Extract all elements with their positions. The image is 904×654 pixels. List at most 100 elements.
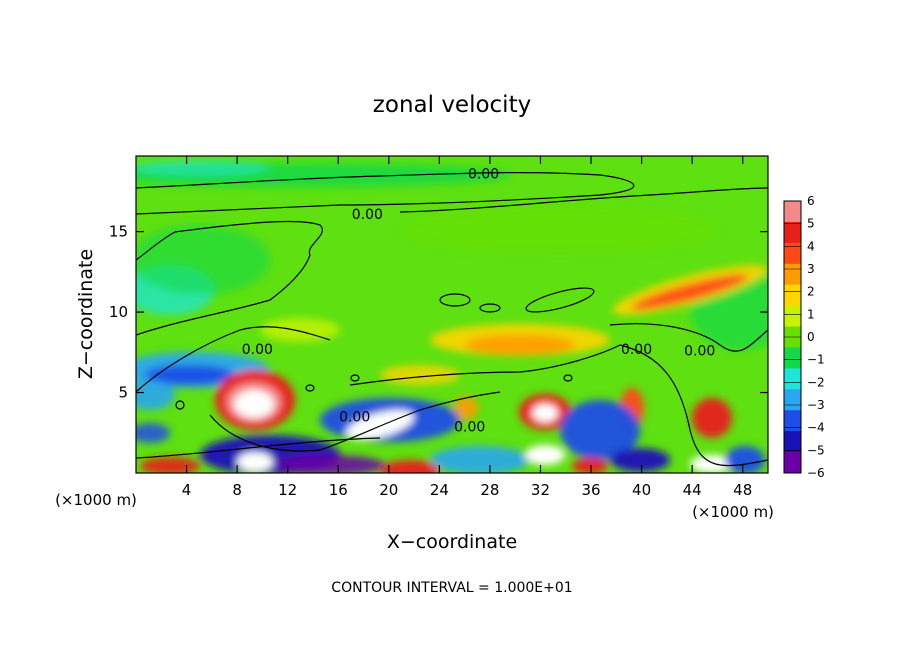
field-region <box>572 458 608 473</box>
contour-line <box>479 303 501 313</box>
contour-labels: 0.00 0.00 0.00 0.00 0.00 0.00 0.00 <box>242 167 716 436</box>
contour-label: 0.00 <box>454 419 485 435</box>
field-region <box>532 404 558 422</box>
x-axis-title: X−coordinate <box>387 531 517 553</box>
field-region <box>430 446 530 473</box>
field-region <box>346 410 414 440</box>
x-unit-right: (×1000 m) <box>692 503 774 521</box>
x-tick-label: 28 <box>480 481 499 499</box>
contour-line <box>209 391 501 452</box>
colorbar-swatch <box>784 201 801 223</box>
x-tick-label: 24 <box>430 481 449 499</box>
x-tick-label: 16 <box>329 481 348 499</box>
field-region <box>237 452 273 472</box>
x-tick-label: 8 <box>232 481 242 499</box>
field-region <box>400 205 720 255</box>
colorbar-label: 4 <box>807 239 815 253</box>
field-region <box>136 380 175 410</box>
y-axis-title: Z−coordinate <box>75 249 97 379</box>
colorbar-swatch <box>784 410 801 432</box>
field-region <box>560 400 640 460</box>
contour-line <box>136 171 635 215</box>
plot-frame <box>135 155 769 474</box>
contour-line <box>439 293 471 307</box>
field-region <box>234 390 274 418</box>
plot-area: 0.00 0.00 0.00 0.00 0.00 0.00 0.00 <box>136 156 768 473</box>
field-region <box>690 455 734 473</box>
field-region <box>610 448 670 472</box>
colorbar-swatch <box>784 347 801 369</box>
colorbar-swatch <box>784 389 801 411</box>
colorbar-swatch <box>784 452 801 474</box>
contour-line <box>305 384 315 392</box>
contour-line <box>350 374 360 382</box>
field-region <box>136 160 270 176</box>
contour-line <box>525 287 595 313</box>
colorbar: 6 5 4 3 2 1 0 −1 −2 −3 −4 −5 −6 <box>783 194 825 480</box>
colorbar-label: 0 <box>807 330 815 344</box>
field-region <box>140 457 200 473</box>
colorbar-label: −4 <box>807 421 825 435</box>
contour-line <box>563 374 573 382</box>
field-region <box>525 445 565 465</box>
colorbar-label: −1 <box>807 353 825 367</box>
colorbar-label: −3 <box>807 398 825 412</box>
x-tick-label: 4 <box>182 481 192 499</box>
field-region <box>380 365 460 385</box>
field-region <box>145 365 235 385</box>
x-tick-label: 32 <box>531 481 550 499</box>
colorbar-label: 1 <box>807 307 815 321</box>
field-region <box>454 396 478 420</box>
field-region <box>465 335 575 355</box>
colorbar-label: 3 <box>807 262 815 276</box>
colorbar-label: 2 <box>807 285 815 299</box>
y-tick-label: 15 <box>109 223 128 241</box>
y-tick-label: 5 <box>118 384 128 402</box>
field-region <box>725 446 765 473</box>
contour-label: 0.00 <box>352 207 383 223</box>
y-tick-label: 10 <box>109 303 128 321</box>
y-axis: 5 10 15 <box>109 223 768 402</box>
contour-label: 0.00 <box>621 342 652 358</box>
contour-line <box>175 400 185 410</box>
x-tick-label: 44 <box>683 481 702 499</box>
colorbar-label: −2 <box>807 375 825 389</box>
x-tick-label: 40 <box>632 481 651 499</box>
contour-line <box>349 344 768 467</box>
contour-label: 0.00 <box>339 410 370 426</box>
colorbar-label: 6 <box>807 194 815 208</box>
x-tick-label: 12 <box>278 481 297 499</box>
contour-interval-note: CONTOUR INTERVAL = 1.000E+01 <box>331 580 572 596</box>
colorbar-swatch <box>784 242 801 265</box>
x-unit-left: (×1000 m) <box>55 491 137 509</box>
colorbar-swatch <box>784 305 801 328</box>
field-region <box>136 225 270 295</box>
colorbar-swatch <box>784 431 801 453</box>
colorbar-label: −6 <box>807 466 825 480</box>
field-region <box>275 455 385 473</box>
x-tick-label: 48 <box>733 481 752 499</box>
colorbar-swatch <box>784 263 801 286</box>
colorbar-label: 5 <box>807 217 815 231</box>
colorbar-swatch <box>784 368 801 390</box>
field-region <box>380 460 440 473</box>
contour-line <box>136 326 331 393</box>
field-region <box>260 318 340 342</box>
colorbar-swatch <box>784 221 801 244</box>
contour-line <box>609 323 768 352</box>
x-tick-label: 36 <box>581 481 600 499</box>
field-region <box>692 398 732 438</box>
colorbar-swatch <box>784 284 801 307</box>
contour-label: 0.00 <box>242 342 273 358</box>
x-tick-label: 20 <box>379 481 398 499</box>
contour-line <box>399 187 768 213</box>
contour-line <box>136 437 381 459</box>
field-region <box>632 274 748 310</box>
colorbar-label: −5 <box>807 443 825 457</box>
contour-label: 0.00 <box>684 344 715 360</box>
contour-label: 0.00 <box>468 167 499 183</box>
chart-title: zonal velocity <box>373 92 531 118</box>
field-region <box>136 423 170 443</box>
zero-contours <box>136 171 768 467</box>
